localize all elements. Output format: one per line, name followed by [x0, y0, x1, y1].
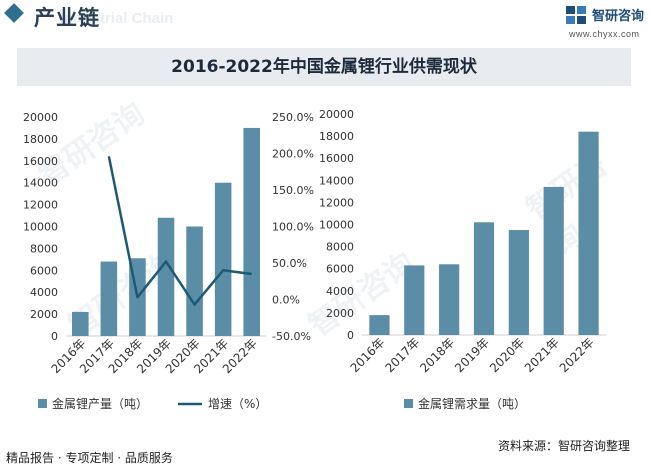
legend-swatch-bar — [404, 399, 413, 408]
bar — [369, 315, 390, 335]
x-tick-label: 2017年 — [382, 335, 422, 375]
y-tick-label: 4000 — [30, 286, 58, 299]
header-bar: Industrial Chain 产业链 智研咨询 www.chyxx.com — [0, 0, 649, 40]
growth-rate-line — [107, 156, 252, 306]
bar — [404, 265, 425, 335]
brand-logo-icon — [566, 6, 586, 24]
brand-name: 智研咨询 — [592, 9, 645, 24]
y-tick-label: 8000 — [326, 241, 354, 254]
section-title: 产业链 — [34, 6, 100, 30]
bar — [243, 127, 260, 336]
x-tick-label: 2021年 — [522, 335, 562, 375]
chart-title-band: 2016-2022年中国金属锂行业供需现状 — [17, 48, 631, 86]
y-right-tick-label: 50.0% — [272, 257, 307, 270]
y-tick-label: 6000 — [30, 264, 58, 277]
header-watermark: Industrial Chain — [60, 10, 174, 27]
y-right-tick-label: -50.0% — [272, 330, 311, 343]
bar — [578, 131, 599, 335]
y-tick-label: 14000 — [23, 177, 58, 190]
y-tick-label: 6000 — [326, 263, 354, 276]
x-tick-label: 2022年 — [557, 335, 597, 375]
y-tick-label: 10000 — [319, 219, 354, 232]
y-tick-label: 16000 — [319, 152, 354, 165]
bar — [214, 182, 232, 336]
y-tick-label: 20000 — [319, 108, 354, 121]
y-tick-label: 12000 — [23, 199, 58, 212]
bar — [72, 311, 89, 336]
chart-title: 2016-2022年中国金属锂行业供需现状 — [171, 57, 477, 77]
legend-label: 增速（%） — [208, 397, 267, 411]
y-tick-label: 2000 — [326, 307, 354, 320]
legend-swatch-bar — [38, 399, 47, 408]
x-tick-label: 2019年 — [452, 335, 492, 375]
brand-url: www.chyxx.com — [569, 29, 640, 39]
bar — [508, 230, 529, 335]
y-tick-label: 2000 — [30, 308, 58, 321]
bar — [157, 217, 175, 336]
y-right-tick-label: 0.0% — [272, 294, 300, 307]
y-tick-label: 10000 — [23, 221, 58, 234]
bar — [439, 264, 460, 335]
y-right-tick-label: 100.0% — [272, 221, 314, 234]
legend-label: 金属锂产量（吨） — [52, 396, 148, 411]
bar — [543, 186, 564, 335]
footer-source: 资料来源：智研咨询整理 — [498, 439, 631, 453]
y-tick-label: 8000 — [30, 242, 58, 255]
y-tick-label: 20000 — [23, 111, 58, 124]
legend-label: 金属锂需求量（吨） — [418, 396, 526, 411]
footer-tagline: 精品报告 · 专项定制 · 品质服务 — [6, 451, 173, 465]
y-tick-label: 12000 — [319, 196, 354, 209]
y-tick-label: 0 — [347, 329, 354, 342]
y-tick-label: 4000 — [326, 285, 354, 298]
bar — [100, 261, 118, 336]
y-tick-label: 18000 — [319, 130, 354, 143]
bar — [186, 226, 203, 336]
y-right-tick-label: 250.0% — [272, 111, 314, 124]
y-tick-label: 14000 — [319, 174, 354, 187]
x-tick-label: 2018年 — [417, 335, 457, 375]
bar — [473, 222, 495, 335]
x-tick-label: 2020年 — [487, 335, 527, 375]
y-tick-label: 0 — [51, 330, 58, 343]
y-tick-label: 18000 — [23, 133, 58, 146]
y-right-tick-label: 200.0% — [272, 148, 314, 161]
y-tick-label: 16000 — [23, 155, 58, 168]
y-right-tick-label: 150.0% — [272, 184, 314, 197]
